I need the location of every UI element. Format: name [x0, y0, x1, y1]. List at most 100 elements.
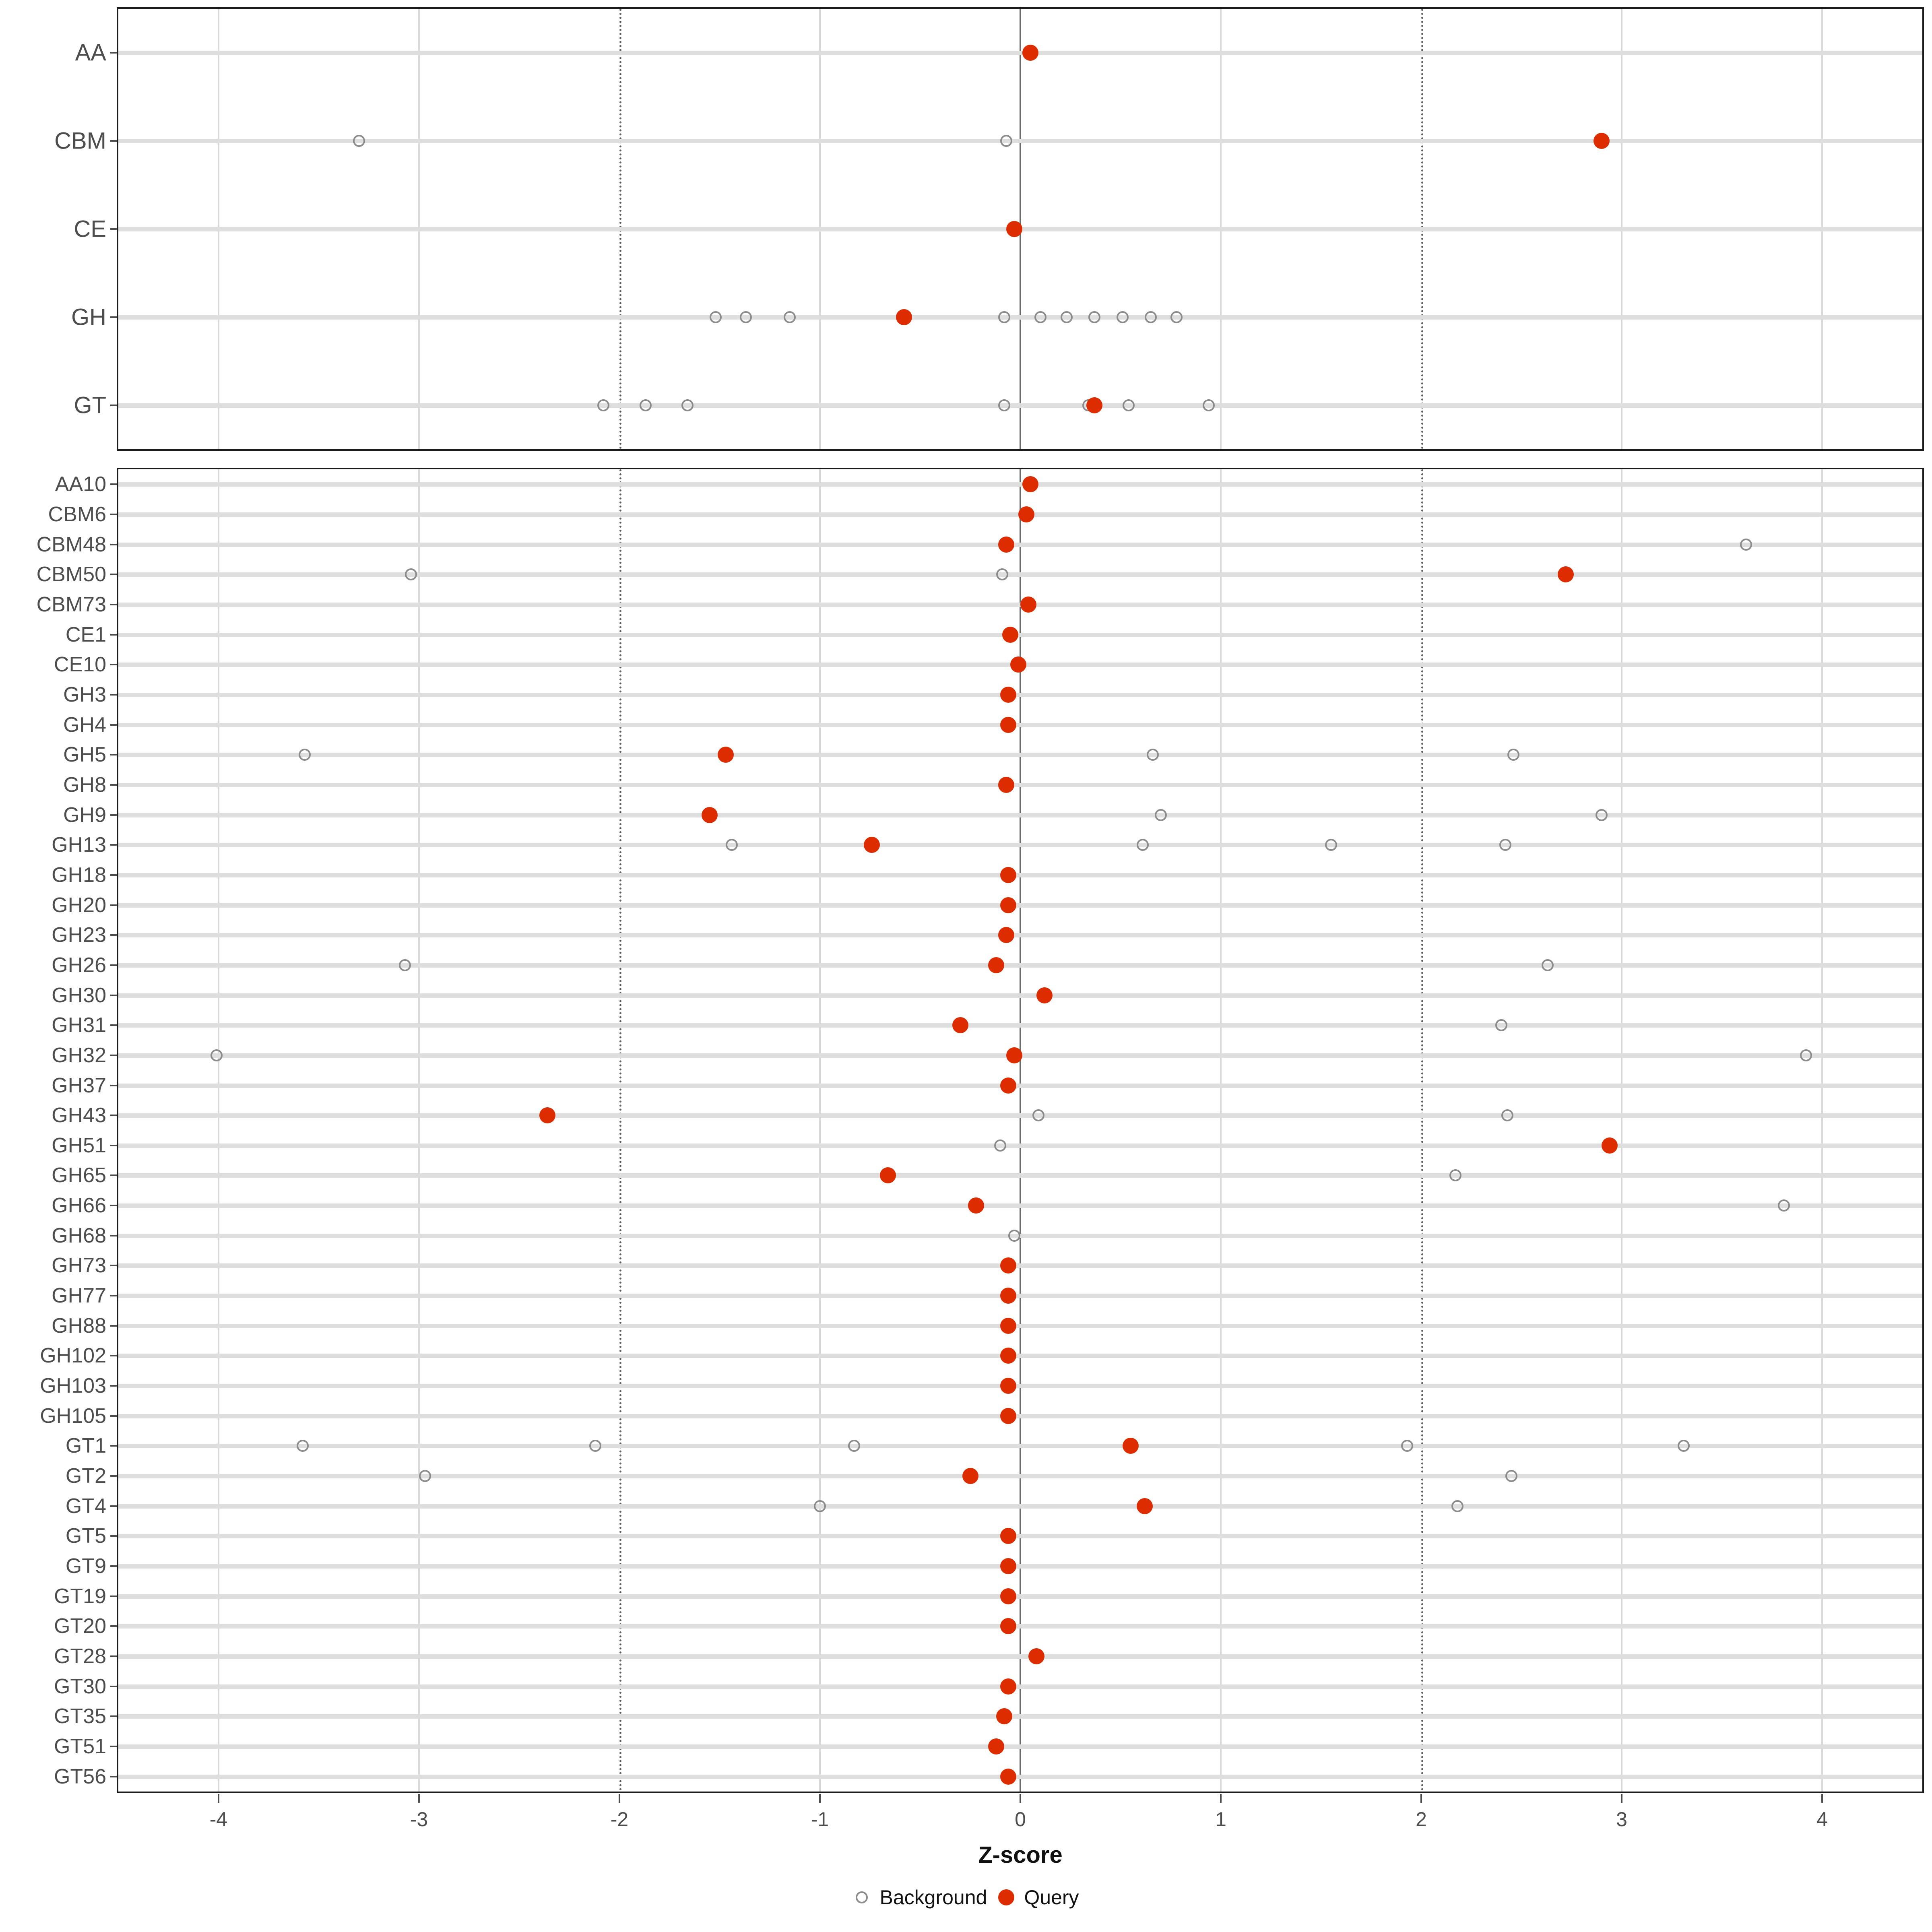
background-point[interactable] [589, 1440, 602, 1452]
query-point[interactable] [998, 776, 1015, 793]
background-point[interactable] [1778, 1199, 1790, 1212]
background-point[interactable] [1144, 311, 1157, 323]
background-point[interactable] [1501, 1109, 1514, 1122]
background-point[interactable] [998, 399, 1011, 411]
background-point[interactable] [1170, 311, 1183, 323]
background-point[interactable] [998, 311, 1011, 323]
query-point[interactable] [1000, 1678, 1017, 1695]
query-point[interactable] [988, 957, 1005, 973]
query-point[interactable] [539, 1107, 555, 1124]
query-point[interactable] [1000, 1288, 1017, 1304]
background-point[interactable] [353, 135, 365, 147]
background-point[interactable] [1740, 538, 1752, 551]
background-point[interactable] [1505, 1470, 1518, 1482]
query-point[interactable] [1000, 1348, 1017, 1364]
query-point[interactable] [1000, 897, 1017, 913]
background-point[interactable] [1495, 1019, 1508, 1032]
query-point[interactable] [1000, 1378, 1017, 1394]
background-point[interactable] [1034, 311, 1046, 323]
query-point[interactable] [1022, 476, 1038, 493]
query-point[interactable] [1136, 1498, 1153, 1514]
background-point[interactable] [211, 1049, 223, 1061]
background-point[interactable] [1032, 1109, 1044, 1122]
background-point[interactable] [639, 399, 652, 411]
background-point[interactable] [1499, 839, 1512, 851]
background-point[interactable] [1146, 749, 1159, 761]
background-point[interactable] [1008, 1229, 1021, 1242]
background-point[interactable] [848, 1440, 860, 1452]
query-point[interactable] [1000, 1257, 1017, 1274]
background-point[interactable] [299, 749, 311, 761]
background-point[interactable] [419, 1470, 431, 1482]
background-point[interactable] [1060, 311, 1073, 323]
query-point[interactable] [1122, 1438, 1139, 1454]
query-point[interactable] [864, 837, 880, 853]
query-point[interactable] [896, 309, 912, 325]
background-point[interactable] [1136, 839, 1149, 851]
query-point[interactable] [968, 1197, 985, 1214]
query-point[interactable] [1000, 1558, 1017, 1575]
background-point[interactable] [996, 568, 1009, 581]
background-point[interactable] [405, 568, 417, 581]
background-point[interactable] [710, 311, 722, 323]
background-point[interactable] [1678, 1440, 1690, 1452]
background-point[interactable] [1203, 399, 1215, 411]
query-point[interactable] [1000, 867, 1017, 883]
query-point[interactable] [1006, 1047, 1023, 1063]
query-point[interactable] [1002, 626, 1019, 643]
query-point[interactable] [996, 1708, 1013, 1725]
background-point[interactable] [1000, 135, 1013, 147]
query-point[interactable] [1593, 133, 1610, 149]
background-point[interactable] [1116, 311, 1129, 323]
background-point[interactable] [739, 311, 752, 323]
background-point[interactable] [1451, 1500, 1463, 1512]
background-point[interactable] [1088, 311, 1101, 323]
query-point[interactable] [1020, 596, 1036, 613]
background-point[interactable] [784, 311, 796, 323]
query-point[interactable] [1000, 716, 1017, 733]
background-point[interactable] [1596, 809, 1608, 821]
background-point[interactable] [1449, 1169, 1461, 1182]
background-point[interactable] [399, 959, 411, 971]
background-point[interactable] [814, 1500, 826, 1512]
query-point[interactable] [880, 1167, 896, 1184]
background-point[interactable] [725, 839, 738, 851]
query-point[interactable] [1010, 656, 1027, 673]
query-point[interactable] [1000, 1768, 1017, 1785]
query-point[interactable] [1022, 45, 1038, 61]
query-point[interactable] [998, 927, 1015, 943]
query-point[interactable] [1086, 397, 1103, 413]
background-point[interactable] [1507, 749, 1520, 761]
query-point[interactable] [1036, 987, 1053, 1003]
query-point[interactable] [1000, 1317, 1017, 1334]
query-point[interactable] [1000, 1618, 1017, 1635]
background-point[interactable] [1401, 1440, 1414, 1452]
query-point[interactable] [962, 1468, 978, 1484]
query-point[interactable] [1000, 1077, 1017, 1094]
query-point[interactable] [1000, 1408, 1017, 1424]
background-point[interactable] [297, 1440, 309, 1452]
query-point[interactable] [702, 807, 718, 823]
query-point[interactable] [1018, 506, 1034, 522]
background-point[interactable] [1800, 1049, 1812, 1061]
query-point[interactable] [1000, 686, 1017, 703]
query-point[interactable] [988, 1738, 1005, 1754]
query-point[interactable] [1000, 1588, 1017, 1604]
query-point[interactable] [952, 1017, 968, 1034]
query-point[interactable] [1000, 1528, 1017, 1544]
query-point[interactable] [1602, 1137, 1618, 1154]
query-point[interactable] [717, 747, 734, 763]
background-point[interactable] [681, 399, 694, 411]
x-axis-label--1: -1 [811, 1808, 829, 1831]
background-point[interactable] [1541, 959, 1554, 971]
background-point[interactable] [994, 1139, 1007, 1152]
background-point[interactable] [1122, 399, 1135, 411]
query-point[interactable] [1028, 1648, 1044, 1665]
background-point[interactable] [597, 399, 610, 411]
background-point[interactable] [1154, 809, 1167, 821]
query-point[interactable] [1557, 566, 1574, 583]
background-point[interactable] [1325, 839, 1337, 851]
query-point[interactable] [998, 536, 1015, 553]
y-axis-tick [110, 1144, 117, 1146]
query-point[interactable] [1006, 221, 1023, 237]
